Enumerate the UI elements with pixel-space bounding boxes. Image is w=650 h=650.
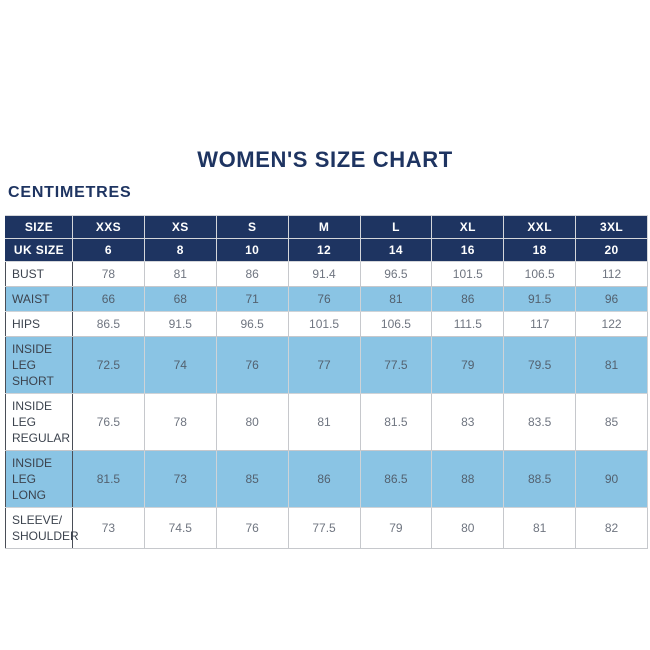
header-cell: 14 — [359, 237, 433, 262]
value-cell: 79.5 — [503, 335, 577, 394]
value-cell: 77.5 — [287, 506, 361, 549]
header-cell: 6 — [72, 237, 145, 262]
table-row: WAIST 66 68 71 76 81 86 91.5 96 — [5, 285, 648, 312]
value-cell: 91.5 — [143, 310, 217, 337]
value-cell: 96.5 — [359, 260, 433, 287]
value-cell: 81 — [359, 285, 433, 312]
value-cell: 71 — [215, 285, 289, 312]
value-cell: 88 — [431, 449, 505, 508]
table-row: INSIDE LEG LONG 81.5 73 85 86 86.5 88 88.5 90 — [5, 449, 648, 508]
value-cell: 86 — [287, 449, 361, 508]
value-cell: 96 — [575, 285, 648, 312]
header-cell: 8 — [143, 237, 217, 262]
value-cell: 77 — [287, 335, 361, 394]
value-cell: 90 — [575, 449, 648, 508]
header-cell: XS — [143, 214, 217, 239]
value-cell: 106.5 — [359, 310, 433, 337]
header-row-label: SIZE — [5, 214, 73, 239]
value-cell: 78 — [143, 392, 217, 451]
table-row: HIPS 86.5 91.5 96.5 101.5 106.5 111.5 117 122 — [5, 310, 648, 337]
value-cell: 91.4 — [287, 260, 361, 287]
value-cell: 101.5 — [287, 310, 361, 337]
row-label: SLEEVE/ SHOULDER — [5, 506, 79, 549]
value-cell: 117 — [503, 310, 577, 337]
value-cell: 76.5 — [72, 392, 145, 451]
value-cell: 80 — [431, 506, 505, 549]
value-cell: 86.5 — [359, 449, 433, 508]
header-cell: XXL — [503, 214, 577, 239]
value-cell: 79 — [431, 335, 505, 394]
table-row: SLEEVE/ SHOULDER 73 74.5 76 77.5 79 80 81 82 — [5, 506, 648, 549]
value-cell: 106.5 — [503, 260, 577, 287]
value-cell: 81 — [143, 260, 217, 287]
value-cell: 79 — [359, 506, 433, 549]
value-cell: 83 — [431, 392, 505, 451]
value-cell: 77.5 — [359, 335, 433, 394]
header-cell: 3XL — [575, 214, 648, 239]
header-cell: 10 — [215, 237, 289, 262]
value-cell: 78 — [72, 260, 145, 287]
row-label: HIPS — [5, 310, 73, 337]
value-cell: 81 — [575, 335, 648, 394]
value-cell: 73 — [72, 506, 145, 549]
value-cell: 80 — [215, 392, 289, 451]
value-cell: 74.5 — [143, 506, 217, 549]
page-title: WOMEN'S SIZE CHART — [197, 147, 453, 172]
header-cell: S — [215, 214, 289, 239]
table-row: BUST 78 81 86 91.4 96.5 101.5 106.5 112 — [5, 260, 648, 287]
value-cell: 86.5 — [72, 310, 145, 337]
value-cell: 85 — [215, 449, 289, 508]
value-cell: 74 — [143, 335, 217, 394]
row-label: INSIDE LEG REGULAR — [5, 392, 73, 451]
value-cell: 66 — [72, 285, 145, 312]
value-cell: 101.5 — [431, 260, 505, 287]
value-cell: 72.5 — [72, 335, 145, 394]
header-cell: 20 — [575, 237, 648, 262]
row-label: WAIST — [5, 285, 73, 312]
row-label: BUST — [5, 260, 73, 287]
row-label: INSIDE LEG SHORT — [5, 335, 73, 394]
row-label: INSIDE LEG LONG — [5, 449, 73, 508]
value-cell: 81.5 — [72, 449, 145, 508]
value-cell: 85 — [575, 392, 648, 451]
header-cell: XXS — [72, 214, 145, 239]
value-cell: 111.5 — [431, 310, 505, 337]
value-cell: 68 — [143, 285, 217, 312]
header-cell: 16 — [431, 237, 505, 262]
value-cell: 81.5 — [359, 392, 433, 451]
value-cell: 96.5 — [215, 310, 289, 337]
header-cell: 12 — [287, 237, 361, 262]
value-cell: 81 — [503, 506, 577, 549]
header-row-label: UK SIZE — [5, 237, 73, 262]
header-cell: M — [287, 214, 361, 239]
value-cell: 86 — [215, 260, 289, 287]
value-cell: 82 — [575, 506, 648, 549]
table-row: INSIDE LEG REGULAR 76.5 78 80 81 81.5 83 83.5 85 — [5, 392, 648, 451]
table-header: SIZE XXS XS S M L XL XXL 3XL UK SIZE 6 8 10 12 14 16 18 2… — [5, 214, 648, 262]
value-cell: 73 — [143, 449, 217, 508]
header-row: SIZE XXS XS S M L XL XXL 3XL — [5, 214, 648, 239]
value-cell: 83.5 — [503, 392, 577, 451]
value-cell: 76 — [215, 506, 289, 549]
size-chart-table: SIZE XXS XS S M L XL XXL 3XL UK SIZE 6 8 10 12 14 16 18 2… — [5, 214, 648, 549]
table-body: BUST 78 81 86 91.4 96.5 101.5 106.5 112 WAIST 66 68… — [5, 260, 648, 549]
header-row: UK SIZE 6 8 10 12 14 16 18 20 — [5, 237, 648, 262]
value-cell: 88.5 — [503, 449, 577, 508]
value-cell: 76 — [287, 285, 361, 312]
table-row: INSIDE LEG SHORT 72.5 74 76 77 77.5 79 79.5 81 — [5, 335, 648, 394]
value-cell: 122 — [575, 310, 648, 337]
value-cell: 91.5 — [503, 285, 577, 312]
header-cell: L — [359, 214, 433, 239]
value-cell: 76 — [215, 335, 289, 394]
value-cell: 112 — [575, 260, 648, 287]
unit-label: CENTIMETRES — [8, 183, 132, 201]
header-cell: 18 — [503, 237, 577, 262]
header-cell: XL — [431, 214, 505, 239]
value-cell: 86 — [431, 285, 505, 312]
value-cell: 81 — [287, 392, 361, 451]
